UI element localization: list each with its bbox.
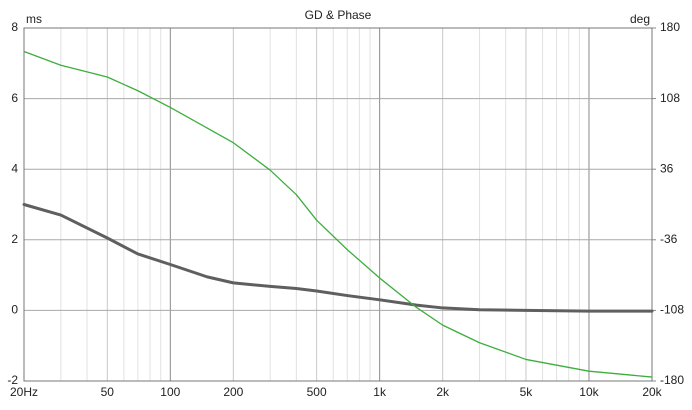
x-tick-label: 20k — [642, 385, 662, 399]
data-line — [22, 203, 654, 313]
y2-axis-label: deg — [630, 12, 650, 26]
y-tick-label: -2 — [7, 373, 18, 387]
y2-tick-label: 108 — [660, 91, 680, 105]
x-tick-label: 500 — [307, 385, 327, 399]
x-tick-label: 5k — [520, 385, 534, 399]
y2-tick-label: -36 — [660, 232, 678, 246]
y-tick-label: 4 — [11, 161, 18, 175]
chart-title: GD & Phase — [305, 8, 372, 22]
y-tick-label: 8 — [11, 20, 18, 34]
x-tick-label: 1k — [373, 385, 387, 399]
y-axis-label: ms — [26, 12, 42, 26]
y-tick-label: 2 — [11, 232, 18, 246]
y2-tick-label: -108 — [660, 303, 684, 317]
x-tick-label: 200 — [223, 385, 243, 399]
y2-tick-label: 36 — [660, 161, 674, 175]
x-tick-label: 100 — [160, 385, 180, 399]
x-tick-label: 2k — [436, 385, 450, 399]
x-tick-label: 10k — [579, 385, 599, 399]
data-line — [23, 50, 653, 378]
y-tick-label: 6 — [11, 91, 18, 105]
x-tick-label: 50 — [101, 385, 115, 399]
x-tick-label: 20Hz — [10, 385, 38, 399]
y-tick-label: 0 — [11, 303, 18, 317]
y2-tick-label: 180 — [660, 20, 680, 34]
y2-tick-label: -180 — [660, 373, 684, 387]
